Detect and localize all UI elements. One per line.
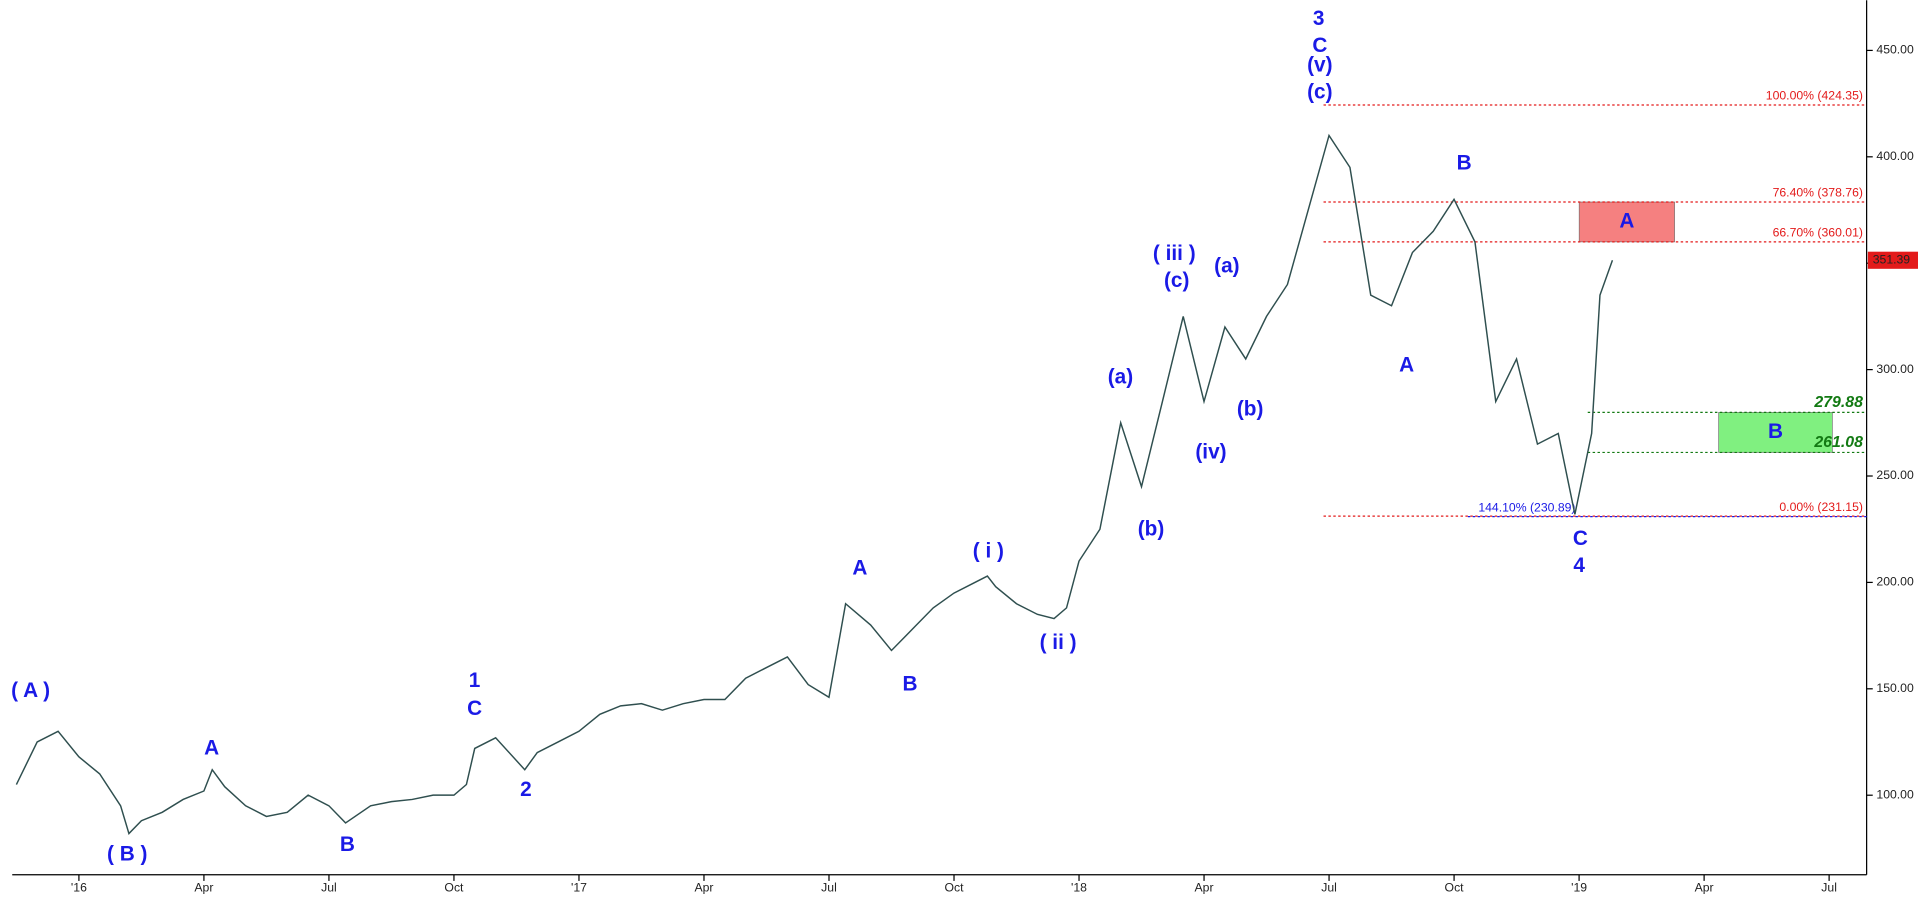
- x-tick-label: Apr: [694, 880, 713, 894]
- y-tick-label: 150.00: [1876, 681, 1914, 695]
- price-line: [15, 133, 1614, 835]
- wave-label: (iv): [1195, 440, 1226, 463]
- y-tick-label: 300.00: [1876, 362, 1914, 376]
- x-tick-label: Apr: [1695, 880, 1714, 894]
- x-tick-label: Jul: [821, 880, 837, 894]
- wave-label: (a): [1108, 366, 1133, 389]
- wave-label: 3: [1313, 7, 1325, 30]
- x-tick-label: Jul: [1821, 880, 1837, 894]
- wave-label: 4: [1573, 554, 1585, 577]
- x-tick-label: Oct: [444, 880, 464, 894]
- y-tick-label: 250.00: [1876, 468, 1914, 482]
- x-tick-label: Oct: [945, 880, 965, 894]
- box-label: A: [1619, 209, 1634, 232]
- x-tick-label: '16: [71, 880, 87, 894]
- wave-label: (b): [1138, 517, 1165, 540]
- level-label: 100.00% (424.35): [1766, 89, 1863, 103]
- wave-label: (c): [1307, 81, 1332, 104]
- level-label: 261.08: [1813, 434, 1863, 451]
- wave-label: ( B ): [107, 843, 147, 866]
- level-label: 0.00% (231.15): [1779, 500, 1863, 514]
- wave-label: ( A ): [11, 679, 50, 702]
- wave-label: 2: [520, 778, 532, 801]
- wave-label: C: [1312, 34, 1327, 57]
- wave-label: A: [852, 556, 867, 579]
- wave-label: C: [467, 697, 482, 720]
- x-tick-label: '19: [1571, 880, 1587, 894]
- x-tick-label: Apr: [1195, 880, 1214, 894]
- wave-label: (c): [1164, 269, 1189, 292]
- wave-label: ( iii ): [1153, 242, 1196, 265]
- level-label: 76.40% (378.76): [1773, 186, 1863, 200]
- x-tick-label: Jul: [321, 880, 337, 894]
- box-label: B: [1768, 420, 1783, 443]
- last-price-tag: [1867, 251, 1918, 269]
- wave-label: 1: [469, 669, 481, 692]
- x-tick-label: Jul: [1321, 880, 1337, 894]
- level-label: 279.88: [1813, 394, 1863, 411]
- y-tick-label: 100.00: [1876, 787, 1914, 801]
- wave-label: C: [1573, 527, 1588, 550]
- wave-label: (v): [1307, 54, 1332, 77]
- y-tick-label: 450.00: [1876, 43, 1914, 57]
- wave-label: B: [1457, 152, 1472, 175]
- x-tick-label: Oct: [1445, 880, 1465, 894]
- x-tick-label: '17: [571, 880, 587, 894]
- level-label: 66.70% (360.01): [1773, 226, 1863, 240]
- wave-label: (b): [1237, 397, 1264, 420]
- wave-label: B: [340, 833, 355, 856]
- wave-label: ( ii ): [1040, 631, 1077, 654]
- x-tick-label: Apr: [194, 880, 213, 894]
- wave-label: A: [1399, 353, 1414, 376]
- wave-label: ( i ): [973, 539, 1004, 562]
- y-tick-label: 400.00: [1876, 149, 1914, 163]
- level-label: 144.10% (230.89): [1478, 500, 1575, 514]
- y-tick-label: 200.00: [1876, 575, 1914, 589]
- last-price-label: 351.39: [1873, 252, 1911, 266]
- x-tick-label: '18: [1071, 880, 1087, 894]
- target-box: [1718, 412, 1833, 453]
- wave-label: (a): [1214, 254, 1239, 277]
- wave-label: B: [903, 673, 918, 696]
- wave-label: A: [204, 736, 219, 759]
